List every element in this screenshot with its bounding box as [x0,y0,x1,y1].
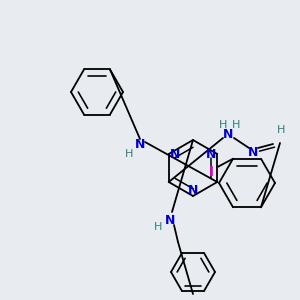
Text: N: N [223,128,233,142]
Text: N: N [188,184,198,196]
Text: H: H [125,149,133,159]
Text: H: H [154,222,162,232]
Text: N: N [135,139,145,152]
Text: N: N [248,146,258,158]
Text: N: N [169,148,180,160]
Text: H: H [232,120,240,130]
Text: H: H [219,120,227,130]
Text: N: N [165,214,175,226]
Text: N: N [206,148,216,160]
Text: I: I [208,165,214,179]
Text: H: H [277,125,285,135]
